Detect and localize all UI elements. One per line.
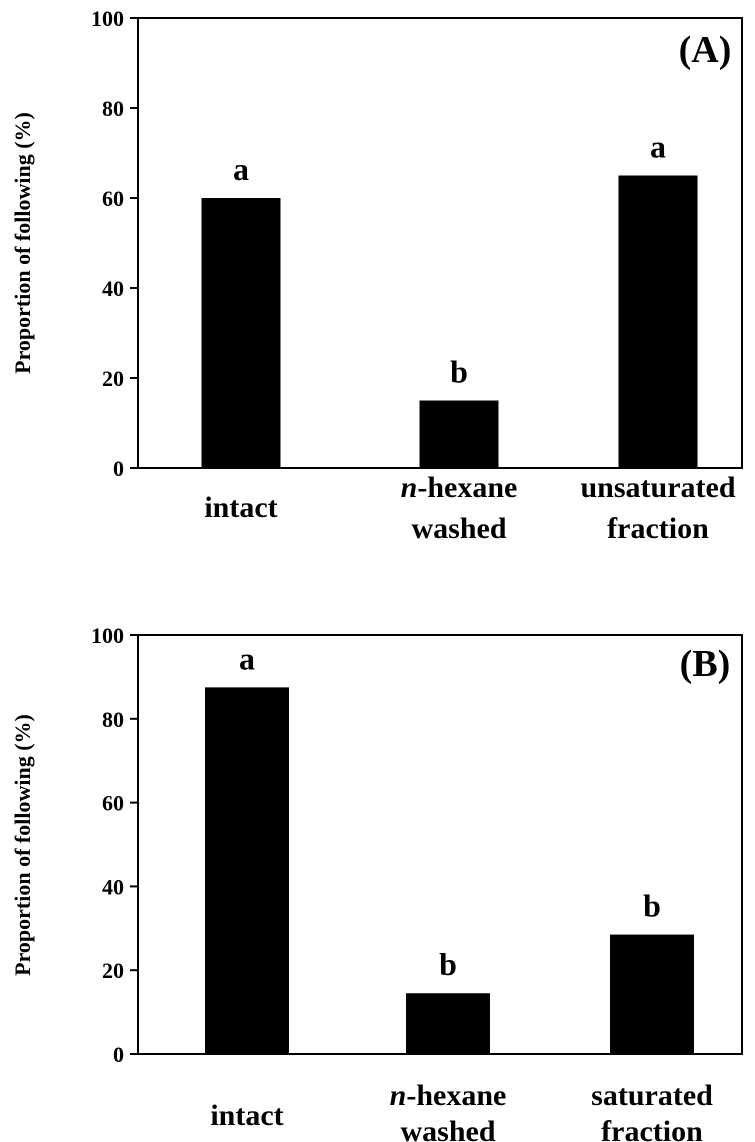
category-label-line2: fraction [601,1115,703,1142]
panel-label-a: (A) [679,29,732,71]
category-label: intact [210,1099,283,1132]
y-tick-label: 40 [102,874,124,899]
y-tick-label: 60 [102,186,124,211]
y-ticks-b: 0 20 40 60 80 100 [91,623,138,1067]
bar [618,175,698,468]
category-label: intact [204,491,277,524]
category-label-line2: fraction [607,512,709,545]
significance-label: b [450,354,468,390]
bars-a [201,175,698,468]
y-tick-label: 100 [91,623,124,648]
category-label-text: intact [204,491,277,524]
category-label-italic: n [390,1079,407,1112]
y-tick-label: 0 [113,1042,124,1067]
category-label-line2: washed [400,1115,495,1142]
category-label-text: -hexane [406,1079,506,1112]
category-label-italic: n [401,471,418,504]
y-tick-label: 60 [102,791,124,816]
bar [205,687,289,1054]
category-labels-b: intact n-hexane washed saturated fraction [210,1079,713,1142]
bar [419,400,499,468]
y-axis-label-b: Proportion of following (%) [10,714,35,976]
chart-panel-a: Proportion of following (%) (A) 0 20 40 60 8… [10,6,743,545]
category-label-line2: washed [411,512,506,545]
y-tick-label: 80 [102,96,124,121]
significance-label: a [239,640,255,676]
category-labels-a: intact n-hexane washed unsaturated fraction [204,471,735,545]
category-label-text: saturated [591,1079,713,1112]
significance-label: b [439,946,457,982]
y-ticks-a: 0 20 40 60 80 100 [91,6,138,481]
y-tick-label: 40 [102,276,124,301]
y-tick-label: 0 [113,456,124,481]
significance-label: a [650,129,666,165]
bar [406,993,490,1054]
bars-b [205,687,694,1054]
category-label: n-hexane [401,471,518,504]
y-tick-label: 80 [102,707,124,732]
y-tick-label: 20 [102,366,124,391]
panel-label-b: (B) [680,643,731,685]
bar [610,934,694,1054]
significance-label: a [233,151,249,187]
significance-labels-a: a b a [233,129,666,390]
category-label-text: unsaturated [580,471,735,504]
category-label-text: -hexane [417,471,517,504]
category-label-text: intact [210,1099,283,1132]
y-tick-label: 20 [102,958,124,983]
significance-label: b [643,888,661,924]
category-label: n-hexane [390,1079,507,1112]
chart-panel-b: Proportion of following (%) (B) 0 20 40 60 8… [10,623,743,1142]
significance-labels-b: a b b [239,640,661,982]
category-label: saturated [591,1079,713,1112]
y-axis-label-a: Proportion of following (%) [10,112,35,374]
category-label: unsaturated [580,471,735,504]
bar [201,198,281,468]
y-tick-label: 100 [91,6,124,31]
